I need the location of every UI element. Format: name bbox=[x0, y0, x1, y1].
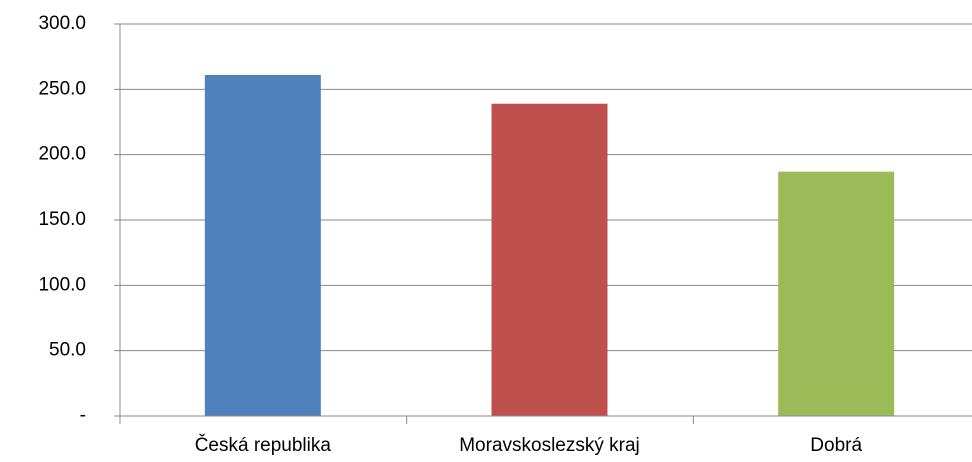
bar bbox=[491, 103, 608, 416]
bar bbox=[778, 171, 895, 416]
y-tick-label: 150.0 bbox=[38, 209, 86, 230]
y-tick-label: - bbox=[80, 405, 86, 426]
x-tick-label: Česká republika bbox=[195, 434, 332, 456]
y-tick-label: 250.0 bbox=[38, 78, 86, 99]
y-tick-label: 300.0 bbox=[38, 13, 86, 34]
x-tick-label: Moravskoslezský kraj bbox=[459, 435, 640, 456]
y-tick-label: 200.0 bbox=[38, 144, 86, 165]
y-tick-label: 50.0 bbox=[49, 340, 86, 361]
bar bbox=[204, 74, 321, 417]
y-tick-label: 100.0 bbox=[38, 274, 86, 295]
x-tick-label: Dobrá bbox=[810, 435, 862, 456]
